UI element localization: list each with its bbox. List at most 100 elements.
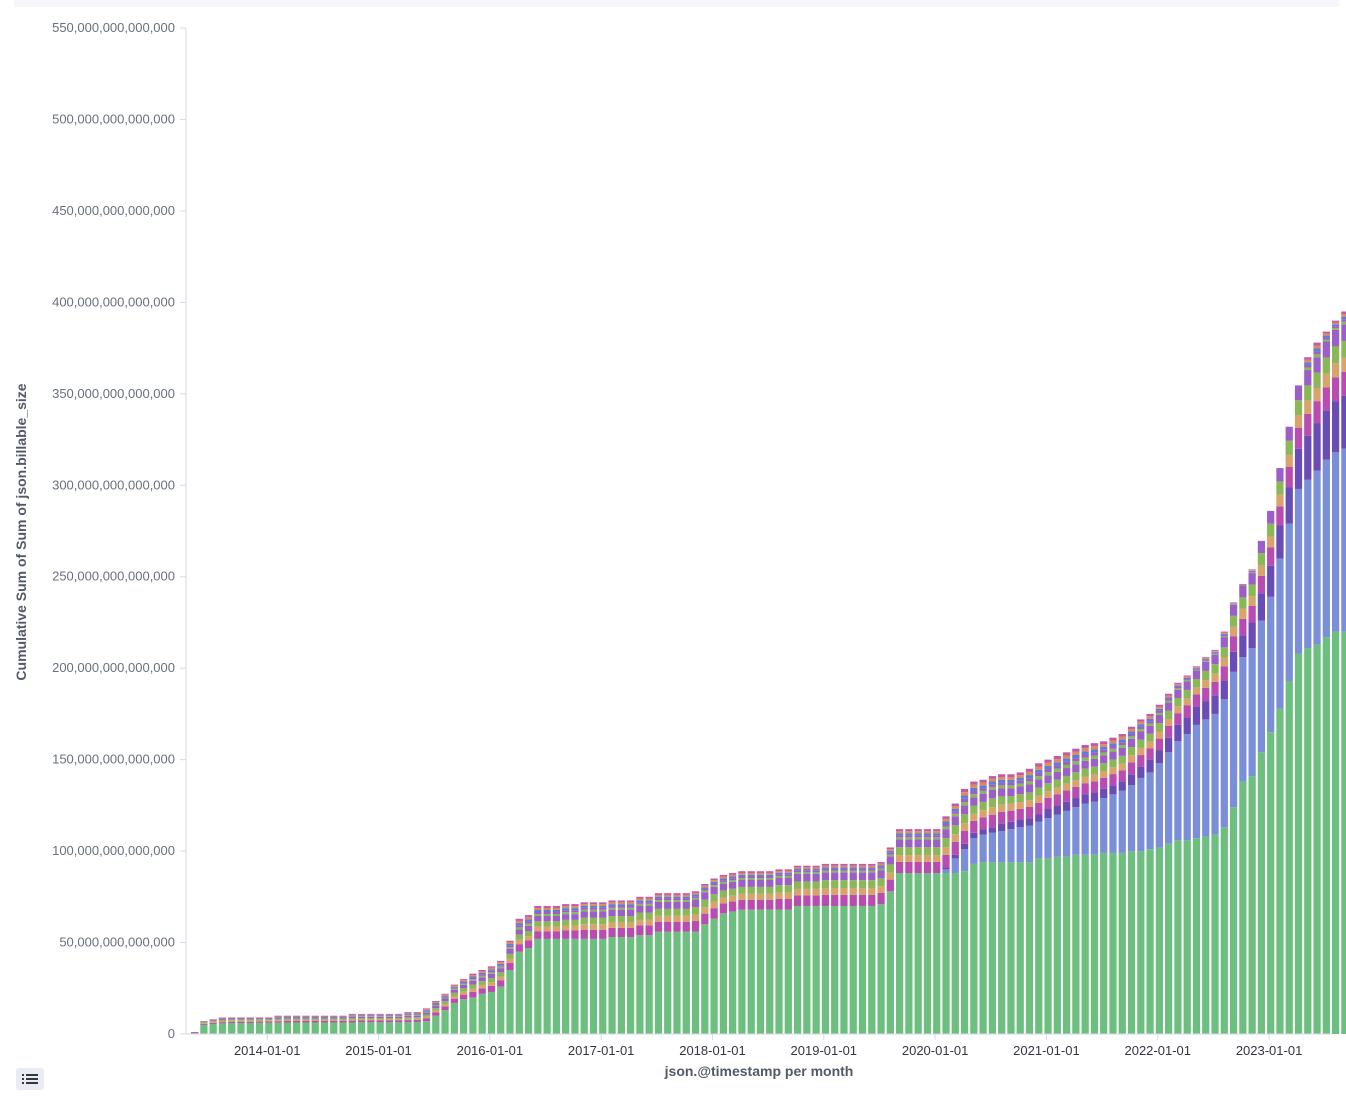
bar-segment[interactable] <box>1285 466 1293 488</box>
bar-segment[interactable] <box>636 900 644 903</box>
bar-segment[interactable] <box>487 978 496 983</box>
bar-segment[interactable] <box>831 894 839 906</box>
bar-segment[interactable] <box>515 918 523 921</box>
bar-segment[interactable] <box>914 873 922 1034</box>
bar-segment[interactable] <box>1016 862 1024 1034</box>
bar-segment[interactable] <box>1007 788 1015 797</box>
bar-segment[interactable] <box>1211 653 1219 655</box>
bar-segment[interactable] <box>1155 723 1163 732</box>
bar-segment[interactable] <box>302 1016 310 1017</box>
bar-segment[interactable] <box>896 873 904 1034</box>
bar-segment[interactable] <box>1229 604 1238 605</box>
bar-segment[interactable] <box>923 833 932 836</box>
bar-segment[interactable] <box>691 891 700 893</box>
bar-segment[interactable] <box>812 867 820 870</box>
bar-segment[interactable] <box>766 893 774 900</box>
bar-segment[interactable] <box>1192 668 1201 670</box>
bar-segment[interactable] <box>701 907 709 914</box>
bar-segment[interactable] <box>506 947 514 949</box>
bar-segment[interactable] <box>673 898 681 901</box>
bar-segment[interactable] <box>840 894 848 906</box>
bar-segment[interactable] <box>942 838 950 848</box>
bar-segment[interactable] <box>701 885 709 888</box>
bar-segment[interactable] <box>691 907 700 915</box>
bar-segment[interactable] <box>1062 801 1071 811</box>
bar-segment[interactable] <box>311 1017 319 1018</box>
bar-segment[interactable] <box>803 870 811 873</box>
bar-segment[interactable] <box>487 966 496 968</box>
bar-segment[interactable] <box>283 1018 291 1020</box>
bar-segment[interactable] <box>914 837 922 840</box>
bar-segment[interactable] <box>552 926 561 932</box>
bar-segment[interactable] <box>784 899 792 910</box>
bar-segment[interactable] <box>1211 649 1219 651</box>
bar-segment[interactable] <box>1007 829 1015 863</box>
bar-segment[interactable] <box>951 806 959 809</box>
bar-segment[interactable] <box>886 850 894 853</box>
bar-segment[interactable] <box>1285 523 1293 681</box>
bar-segment[interactable] <box>1341 631 1346 1034</box>
bar-segment[interactable] <box>460 982 468 984</box>
bar-segment[interactable] <box>868 905 876 1034</box>
bar-segment[interactable] <box>395 1019 403 1021</box>
bar-segment[interactable] <box>1109 751 1117 760</box>
bar-segment[interactable] <box>1016 778 1024 781</box>
bar-segment[interactable] <box>1165 702 1173 711</box>
bar-segment[interactable] <box>942 847 950 855</box>
bar-segment[interactable] <box>608 907 616 910</box>
bar-segment[interactable] <box>497 960 505 963</box>
bar-segment[interactable] <box>626 909 635 917</box>
bar-segment[interactable] <box>617 909 625 917</box>
bar-segment[interactable] <box>302 1016 310 1018</box>
bar-segment[interactable] <box>673 908 681 916</box>
bar-segment[interactable] <box>1257 553 1266 566</box>
bar-segment[interactable] <box>1239 597 1247 609</box>
bar-segment[interactable] <box>1322 341 1330 358</box>
bar-segment[interactable] <box>534 907 542 910</box>
bar-segment[interactable] <box>524 940 533 949</box>
bar-segment[interactable] <box>589 938 598 1034</box>
bar-segment[interactable] <box>357 1018 366 1020</box>
bar-segment[interactable] <box>376 1015 384 1017</box>
bar-segment[interactable] <box>691 899 700 908</box>
bar-segment[interactable] <box>664 915 672 922</box>
bar-segment[interactable] <box>923 861 932 874</box>
bar-segment[interactable] <box>812 881 820 889</box>
bar-segment[interactable] <box>673 921 681 932</box>
bar-segment[interactable] <box>1313 401 1321 424</box>
bar-segment[interactable] <box>1313 351 1321 355</box>
bar-segment[interactable] <box>1165 719 1173 726</box>
bar-segment[interactable] <box>1072 751 1080 755</box>
bar-segment[interactable] <box>1192 706 1201 725</box>
bar-segment[interactable] <box>524 936 533 941</box>
bar-segment[interactable] <box>478 971 486 973</box>
bar-segment[interactable] <box>793 867 802 870</box>
bar-segment[interactable] <box>311 1016 319 1017</box>
bar-segment[interactable] <box>293 1019 301 1022</box>
bar-segment[interactable] <box>747 879 755 887</box>
bar-segment[interactable] <box>1100 852 1108 1034</box>
bar-segment[interactable] <box>942 829 950 839</box>
bar-segment[interactable] <box>1285 680 1293 1034</box>
bar-segment[interactable] <box>422 1016 431 1019</box>
bar-segment[interactable] <box>1100 752 1108 756</box>
bar-segment[interactable] <box>784 874 792 876</box>
bar-segment[interactable] <box>562 904 570 907</box>
bar-segment[interactable] <box>395 1018 403 1020</box>
bar-segment[interactable] <box>988 789 997 799</box>
bar-segment[interactable] <box>1174 724 1182 742</box>
bar-segment[interactable] <box>868 894 876 906</box>
bar-segment[interactable] <box>1118 734 1126 737</box>
bar-segment[interactable] <box>617 900 625 903</box>
bar-segment[interactable] <box>580 911 588 918</box>
bar-segment[interactable] <box>933 861 941 874</box>
bar-segment[interactable] <box>914 835 922 838</box>
bar-segment[interactable] <box>1025 771 1034 776</box>
bar-segment[interactable] <box>1202 836 1210 1034</box>
bar-segment[interactable] <box>515 944 523 952</box>
bar-segment[interactable] <box>729 888 737 896</box>
bar-segment[interactable] <box>1294 653 1303 1034</box>
bar-segment[interactable] <box>274 1016 282 1017</box>
bar-segment[interactable] <box>1174 686 1182 689</box>
bar-segment[interactable] <box>1081 854 1089 1034</box>
